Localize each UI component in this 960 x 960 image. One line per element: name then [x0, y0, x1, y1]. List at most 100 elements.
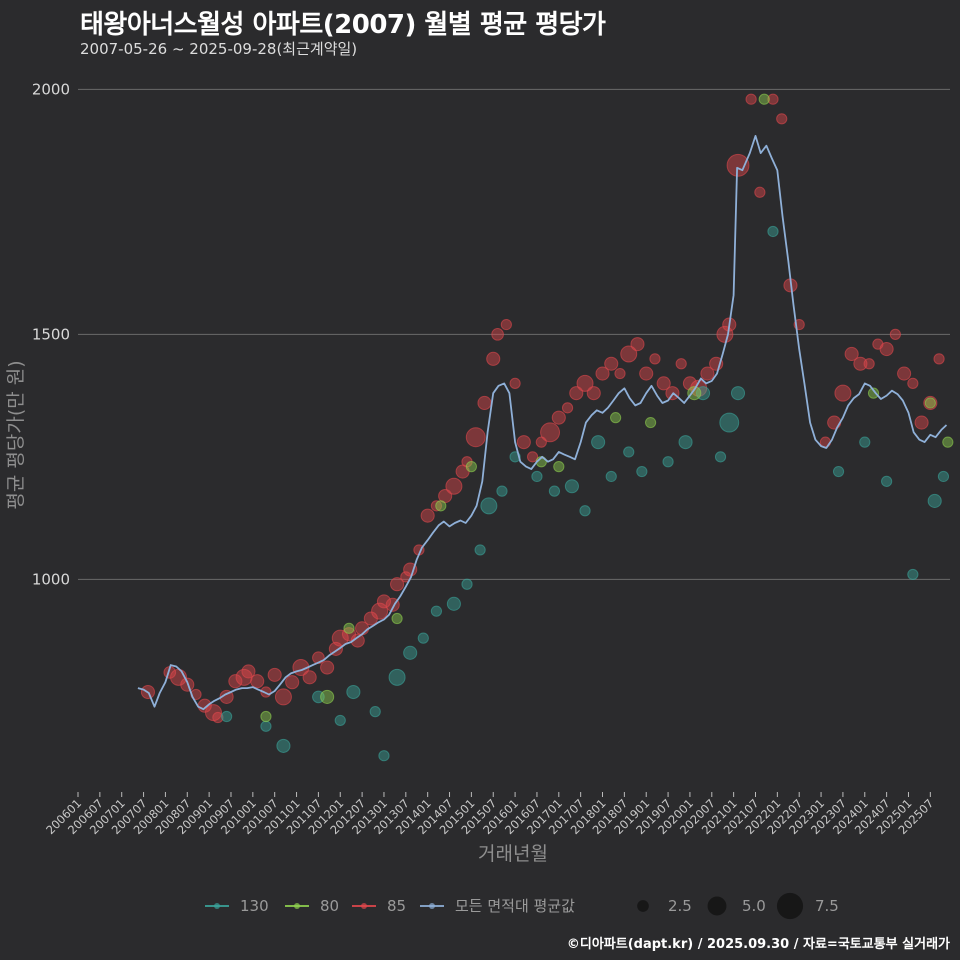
scatter-point-s130: [767, 225, 779, 238]
scatter-point-s85: [540, 422, 561, 443]
scatter-point-s80: [391, 612, 403, 625]
scatter-point-s80: [435, 500, 447, 512]
scatter-point-s130: [388, 668, 406, 686]
scatter-point-s85: [561, 402, 574, 414]
scatter-point-s85: [390, 577, 405, 592]
scatter-point-s130: [730, 386, 746, 401]
scatter-point-s85: [933, 353, 945, 365]
scatter-point-s85: [350, 633, 365, 648]
scatter-point-s85: [302, 670, 317, 685]
chart-title: 태왕아너스월성 아파트(2007) 월별 평균 평당가: [80, 10, 606, 40]
scatter-point-s85: [420, 508, 435, 523]
legend-size-label: 2.5: [668, 897, 692, 915]
scatter-point-s85: [509, 377, 521, 389]
scatter-point-s85: [331, 629, 349, 647]
scatter-point-s85: [445, 477, 463, 495]
scatter-point-s130: [636, 465, 648, 478]
scatter-point-s130: [591, 435, 606, 450]
footer-credit: ©디아파트(dapt.kr) / 2025.09.30 / 자료=국토교통부 실…: [566, 937, 950, 952]
scatter-point-s130: [369, 706, 381, 718]
scatter-point-s130: [474, 544, 486, 556]
scatter-point-s85: [726, 153, 750, 177]
scatter-point-s85: [267, 667, 282, 682]
scatter-point-s85: [274, 688, 292, 706]
scatter-point-s130: [579, 505, 591, 517]
scatter-point-s85: [586, 386, 601, 401]
scatter-point-s130: [496, 485, 508, 497]
scatter-point-s85: [376, 594, 392, 609]
scatter-point-s85: [285, 675, 300, 690]
scatter-point-s85: [649, 353, 661, 365]
scatter-point-s85: [551, 410, 566, 425]
scatter-point-s130: [334, 714, 346, 727]
scatter-point-s85: [675, 358, 687, 370]
scatter-point-s85: [853, 356, 868, 371]
scatter-point-s80: [260, 710, 272, 723]
scatter-point-s130: [719, 412, 740, 433]
scatter-point-s130: [662, 456, 674, 468]
scatter-point-s85: [914, 415, 929, 430]
scatter-point-s85: [320, 660, 335, 675]
scatter-point-s130: [937, 470, 950, 483]
scatter-point-s80: [465, 461, 477, 473]
scatter-point-s130: [881, 475, 893, 487]
scatter-point-s130: [623, 446, 635, 458]
legend-dot-avg: [429, 903, 435, 909]
legend-label-avg: 모든 면적대 평균값: [455, 897, 575, 915]
scatter-point-s130: [461, 578, 473, 590]
scatter-point-s80: [867, 387, 880, 399]
scatter-point-s130: [378, 750, 390, 762]
legend: 130 80 85 모든 면적대 평균값 2.5 5.0 7.5: [205, 892, 839, 920]
legend-size-label: 7.5: [815, 897, 839, 915]
y-axis-title: 평균 평당가(만 원): [5, 360, 27, 509]
average-price-line: [137, 135, 948, 711]
scatter-point-s85: [569, 386, 584, 401]
legend-label-s85: 85: [387, 897, 406, 915]
scatter-point-s85: [863, 358, 875, 370]
scatter-point-s85: [500, 318, 512, 331]
scatter-point-s130: [346, 684, 361, 700]
scatter-point-s85: [614, 367, 626, 380]
legend-size-label: 5.0: [742, 897, 766, 915]
scatter-point-s130: [446, 596, 461, 611]
scatter-point-s85: [604, 356, 619, 371]
scatter-point-s130: [403, 645, 418, 660]
scatter-point-s80: [758, 93, 770, 105]
scatter-point-s130: [832, 465, 845, 478]
scatter-point-s85: [620, 345, 638, 363]
scatter-point-s85: [776, 113, 788, 125]
scatter-point-s85: [486, 351, 501, 366]
scatter-points: [140, 93, 954, 762]
scatter-point-s85: [844, 346, 859, 362]
grid-layer: [78, 88, 950, 580]
scatter-point-s85: [241, 664, 256, 679]
scatter-point-s85: [430, 500, 443, 512]
scatter-point-s130: [605, 470, 617, 483]
y-tick-label: 1000: [32, 570, 70, 588]
scatter-point-s130: [859, 436, 871, 448]
scatter-point-s85: [745, 93, 757, 105]
scatter-point-s85: [465, 427, 486, 448]
y-tick-label: 1500: [32, 325, 70, 343]
scatter-point-s130: [260, 720, 272, 732]
y-axis-ticks: 1000 1500 2000: [32, 80, 70, 588]
legend-size-circle: [707, 896, 727, 916]
scatter-point-s80: [924, 397, 936, 409]
legend-dot-s80: [294, 903, 300, 909]
y-tick-label: 2000: [32, 80, 70, 98]
scatter-point-s85: [834, 384, 852, 402]
scatter-point-s85: [639, 366, 654, 381]
scatter-point-s130: [548, 485, 561, 497]
scatter-point-s85: [228, 674, 243, 689]
scatter-point-s85: [491, 328, 504, 341]
scatter-point-s85: [403, 562, 418, 577]
scatter-point-s130: [564, 479, 579, 494]
scatter-point-s80: [644, 416, 657, 429]
scatter-point-s80: [687, 386, 702, 401]
scatter-point-s130: [430, 605, 443, 617]
scatter-point-s130: [221, 710, 233, 723]
legend-size-circle: [776, 892, 804, 920]
legend-dot-s85: [361, 903, 367, 909]
scatter-point-s130: [678, 435, 693, 450]
